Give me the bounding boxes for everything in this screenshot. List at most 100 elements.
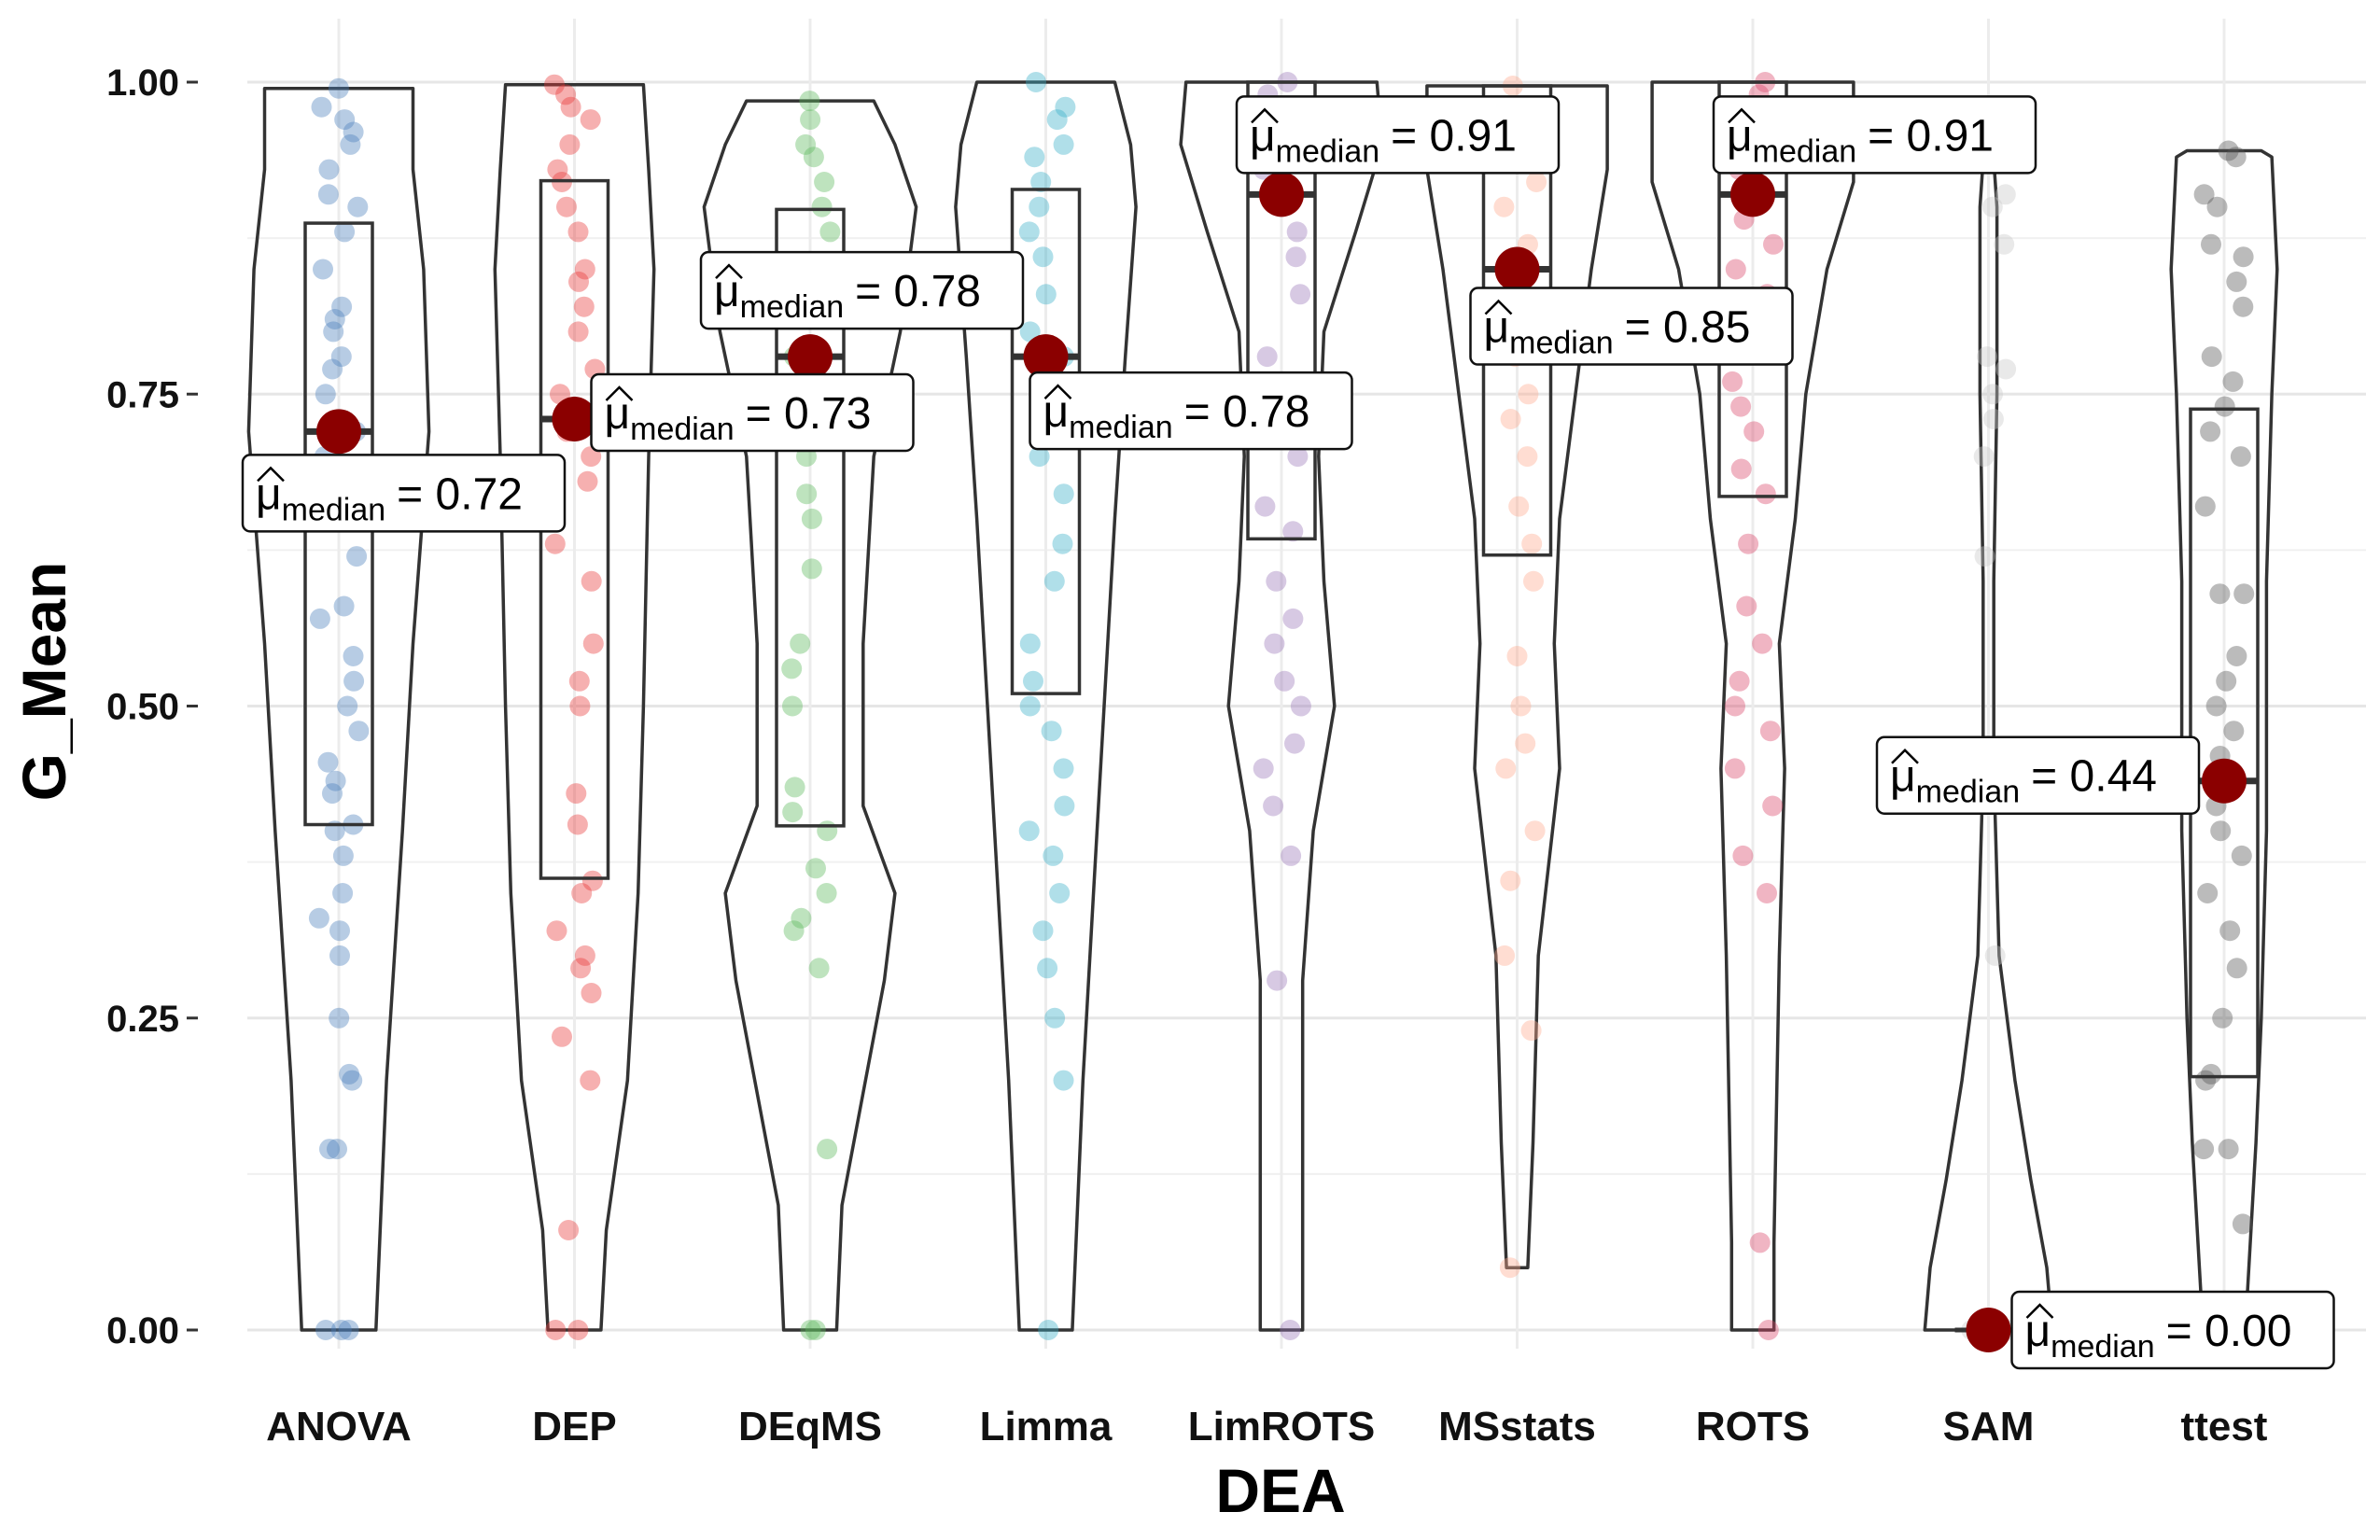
violin-msstats — [1425, 84, 1609, 1269]
median-label-text: μmedian = 0.73 — [605, 389, 872, 447]
data-point — [348, 721, 370, 742]
median-label-text: μmedian = 0.91 — [1250, 111, 1517, 169]
data-point — [317, 751, 339, 773]
data-point — [1043, 570, 1065, 592]
data-point — [782, 695, 803, 717]
data-point — [1493, 196, 1515, 217]
x-tick-label: LimROTS — [1188, 1404, 1375, 1449]
data-point — [803, 147, 824, 168]
data-point — [1738, 533, 1759, 554]
data-point — [1055, 96, 1076, 118]
data-point — [1736, 595, 1757, 617]
data-point — [546, 920, 567, 942]
data-point — [2216, 670, 2237, 692]
data-point — [819, 221, 841, 243]
data-point — [1032, 246, 1054, 268]
data-point — [1981, 196, 2003, 217]
data-point — [2193, 184, 2215, 205]
data-point — [782, 802, 804, 823]
data-point — [1724, 758, 1745, 779]
x-tick-label: MSstats — [1438, 1404, 1596, 1449]
data-point — [2201, 1063, 2221, 1085]
data-point — [1054, 795, 1075, 817]
x-tick-label: ANOVA — [266, 1404, 412, 1449]
data-point — [555, 84, 577, 105]
data-point — [2222, 371, 2244, 392]
data-point — [1037, 958, 1058, 979]
median-label-text: μmedian = 0.00 — [2025, 1307, 2292, 1365]
data-point — [2231, 845, 2252, 866]
data-point — [329, 920, 350, 942]
violin-limma — [954, 80, 1138, 1332]
x-tick-label: DEqMS — [738, 1404, 882, 1449]
data-point — [2226, 646, 2247, 666]
data-point — [570, 958, 592, 979]
data-point — [1500, 409, 1521, 429]
box-limrots — [1246, 80, 1317, 541]
data-point — [1982, 409, 2004, 429]
data-point — [1521, 533, 1543, 554]
median-label-box — [241, 454, 567, 533]
data-point — [1053, 1070, 1074, 1091]
hat-icon — [1891, 748, 1919, 764]
data-point — [1286, 221, 1308, 243]
data-point — [577, 470, 598, 492]
data-point — [342, 1070, 363, 1091]
median-labels: μmedian = 0.72 μmedian = 0.73 μmedian = 0.78 μ… — [241, 95, 2335, 1370]
data-point — [324, 309, 345, 329]
x-tick-label: DEP — [532, 1404, 616, 1449]
median-marker — [1023, 334, 1069, 380]
data-point — [1274, 670, 1295, 692]
data-point — [2193, 1139, 2215, 1160]
data-point — [567, 321, 589, 343]
data-point — [796, 483, 818, 505]
data-point — [331, 296, 353, 317]
data-point — [1725, 695, 1745, 717]
data-point — [328, 77, 349, 99]
data-point — [1030, 172, 1052, 192]
data-point — [337, 695, 358, 717]
data-point — [1282, 521, 1304, 542]
data-point — [574, 259, 595, 280]
data-point — [1743, 421, 1765, 442]
data-point — [1019, 633, 1041, 654]
median-label-box — [1235, 95, 1561, 175]
data-point — [1523, 570, 1544, 592]
data-point — [332, 845, 354, 866]
data-point — [1285, 246, 1307, 268]
data-point — [339, 1063, 360, 1085]
data-point — [817, 820, 838, 842]
median-marker — [2202, 758, 2247, 804]
data-point — [1284, 733, 1305, 754]
data-point — [545, 1320, 567, 1340]
data-point — [325, 770, 346, 791]
x-tick-label: SAM — [1943, 1404, 2035, 1449]
violin-dep — [493, 82, 656, 1332]
data-point — [1280, 1320, 1301, 1340]
data-point — [790, 633, 811, 654]
data-point — [1732, 845, 1754, 866]
data-point — [1266, 570, 1287, 592]
data-point — [1495, 758, 1517, 779]
data-point — [816, 883, 837, 903]
data-point — [1984, 945, 2006, 966]
median-marker — [1259, 172, 1304, 217]
data-point — [1290, 695, 1311, 717]
data-point — [1722, 371, 1743, 392]
hat-icon — [2025, 1303, 2054, 1319]
data-point — [1982, 384, 2003, 405]
data-point — [338, 1320, 359, 1340]
data-point — [1508, 496, 1530, 517]
data-point — [1038, 1320, 1059, 1340]
data-point — [1043, 845, 1064, 866]
data-point — [330, 1320, 352, 1340]
median-label: μmedian = 0.91 — [1712, 95, 2037, 175]
data-point — [309, 608, 330, 629]
median-label-box — [2010, 1290, 2335, 1370]
data-point — [1757, 883, 1777, 903]
data-point — [568, 271, 589, 292]
data-point — [1499, 1257, 1520, 1279]
data-point — [1506, 646, 1528, 666]
violin-rots — [1650, 80, 1855, 1332]
data-point — [1053, 133, 1074, 155]
